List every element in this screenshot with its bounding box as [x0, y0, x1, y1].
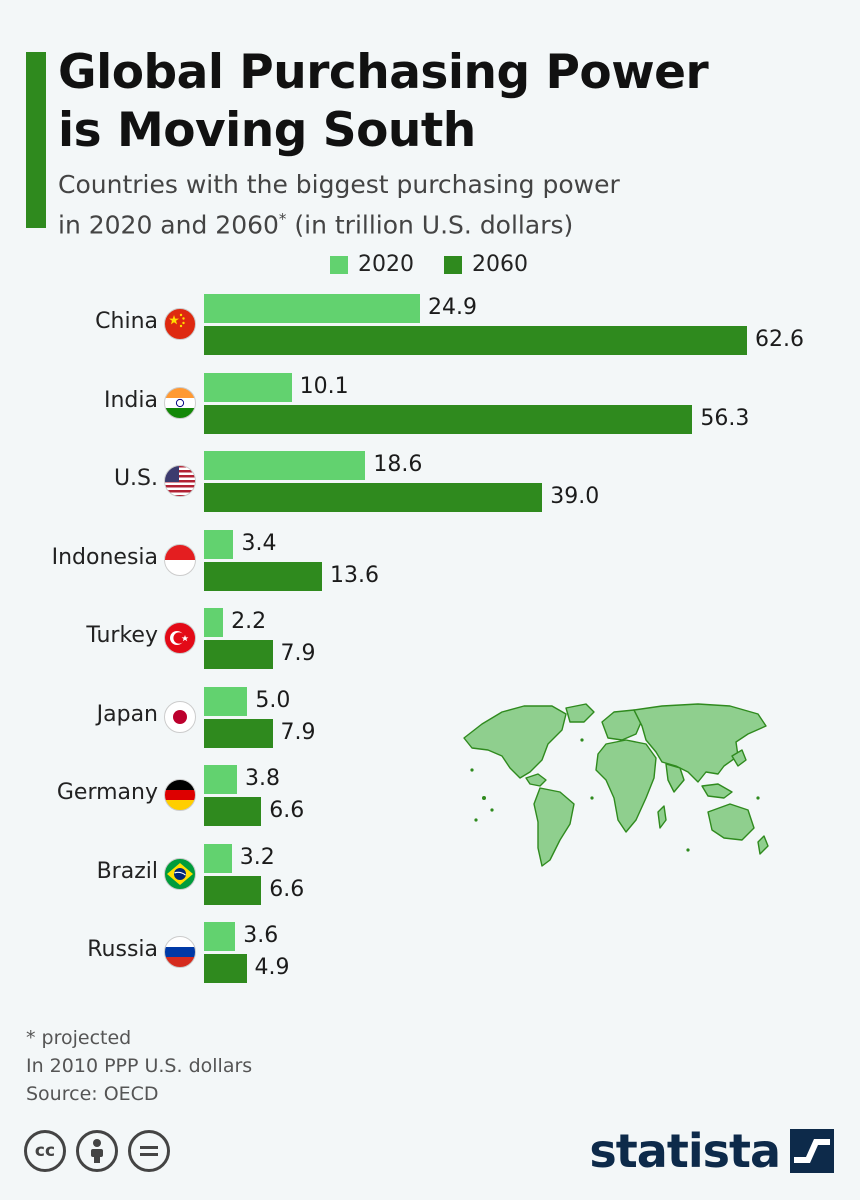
- value-label-turkey-2020: 2.2: [231, 609, 267, 634]
- bar-indonesia-2020: [204, 529, 234, 559]
- bar-brazil-2020: [204, 843, 232, 873]
- legend-label-2060: 2060: [472, 252, 528, 277]
- bar-turkey-2020: [204, 608, 224, 637]
- value-label-india-2060: 56.3: [700, 405, 750, 431]
- value-label-germany-2020: 3.8: [244, 766, 280, 791]
- category-label-russia: Russia: [87, 937, 158, 962]
- bar-germany-2020: [204, 765, 237, 794]
- japan-flag-icon: [164, 700, 196, 733]
- value-label-india-2020: 10.1: [299, 373, 349, 399]
- value-label-russia-2060: 4.9: [254, 955, 290, 980]
- brand-name: statista: [589, 1124, 781, 1178]
- value-label-japan-2020: 5.0: [255, 687, 291, 713]
- subtitle-asterisk: *: [278, 210, 287, 228]
- bar-germany-2060: [204, 797, 262, 826]
- russia-flag-icon: [164, 936, 196, 968]
- world-map-illustration: [462, 700, 772, 875]
- brazil-flag-icon: [164, 857, 196, 890]
- bar-brazil-2060: [204, 875, 262, 905]
- value-label-japan-2060: 7.9: [280, 719, 316, 745]
- bar-russia-2060: [204, 954, 247, 983]
- value-label-brazil-2060: 6.6: [269, 876, 305, 902]
- value-label-russia-2020: 3.6: [243, 923, 279, 948]
- bar-china-2020: [204, 294, 420, 323]
- chart-legend: 2020 2060: [0, 252, 860, 278]
- source-note: Source: OECD: [26, 1083, 159, 1105]
- nd-icon[interactable]: [128, 1130, 170, 1172]
- legend-item-2060: 2060: [444, 252, 528, 277]
- bar-india-2060: [204, 404, 693, 434]
- bar-japan-2020: [204, 686, 248, 716]
- bar-russia-2020: [204, 922, 236, 951]
- bar-turkey-2060: [204, 640, 273, 669]
- bar-india-2020: [204, 372, 292, 402]
- us-flag-icon: [164, 465, 196, 497]
- note-ppp: In 2010 PPP U.S. dollars: [26, 1055, 253, 1077]
- india-flag-icon: [164, 386, 196, 419]
- category-label-turkey: Turkey: [86, 623, 158, 648]
- legend-label-2020: 2020: [358, 252, 414, 277]
- value-label-indonesia-2060: 13.6: [329, 562, 379, 588]
- title-line-1: Global Purchasing Power: [58, 45, 709, 100]
- legend-swatch-2060: [444, 255, 462, 274]
- value-label-us-2020: 18.6: [373, 452, 423, 477]
- title-line-2: is Moving South: [58, 103, 476, 158]
- category-label-china: China: [95, 309, 158, 334]
- value-label-turkey-2060: 7.9: [280, 641, 316, 666]
- cc-icon[interactable]: cc: [24, 1130, 66, 1172]
- legend-swatch-2020: [330, 255, 348, 274]
- legend-item-2020: 2020: [330, 252, 414, 277]
- statista-logo[interactable]: statista: [589, 1124, 834, 1178]
- value-label-us-2060: 39.0: [550, 484, 600, 509]
- license-icons: cc: [24, 1130, 170, 1172]
- bar-us-2020: [204, 451, 366, 480]
- germany-flag-icon: [164, 779, 196, 811]
- subtitle-line-2-unit: (in trillion U.S. dollars): [286, 210, 574, 240]
- value-label-brazil-2020: 3.2: [239, 844, 275, 870]
- note-projected: * projected: [26, 1027, 132, 1049]
- category-label-indonesia: Indonesia: [51, 544, 158, 570]
- subtitle: Countries with the biggest purchasing po…: [58, 168, 620, 242]
- bar-china-2060: [204, 326, 747, 355]
- category-label-japan: Japan: [96, 701, 158, 727]
- indonesia-flag-icon: [164, 543, 196, 576]
- value-label-china-2060: 62.6: [755, 327, 804, 352]
- category-label-us: U.S.: [113, 466, 158, 491]
- footnotes: * projected In 2010 PPP U.S. dollars Sou…: [26, 1024, 252, 1108]
- value-label-china-2020: 24.9: [427, 295, 477, 320]
- by-icon[interactable]: [76, 1130, 118, 1172]
- world-map-icon: [463, 703, 769, 867]
- value-label-indonesia-2020: 3.4: [241, 530, 277, 556]
- category-label-brazil: Brazil: [96, 858, 158, 884]
- turkey-flag-icon: [164, 622, 196, 654]
- category-label-india: India: [104, 387, 158, 413]
- category-label-germany: Germany: [56, 780, 158, 805]
- bar-japan-2060: [204, 718, 273, 748]
- bar-indonesia-2060: [204, 561, 322, 591]
- statista-logo-icon: [790, 1129, 834, 1173]
- china-flag-icon: [164, 308, 196, 340]
- subtitle-line-2-text: in 2020 and 2060: [58, 210, 279, 240]
- title-accent-bar: [26, 52, 46, 228]
- subtitle-line-2: in 2020 and 2060* (in trillion U.S. doll…: [58, 202, 620, 242]
- subtitle-line-1: Countries with the biggest purchasing po…: [58, 170, 620, 199]
- page-title: Global Purchasing Power is Moving South: [58, 44, 709, 160]
- bar-us-2060: [204, 483, 543, 512]
- value-label-germany-2060: 6.6: [269, 798, 305, 823]
